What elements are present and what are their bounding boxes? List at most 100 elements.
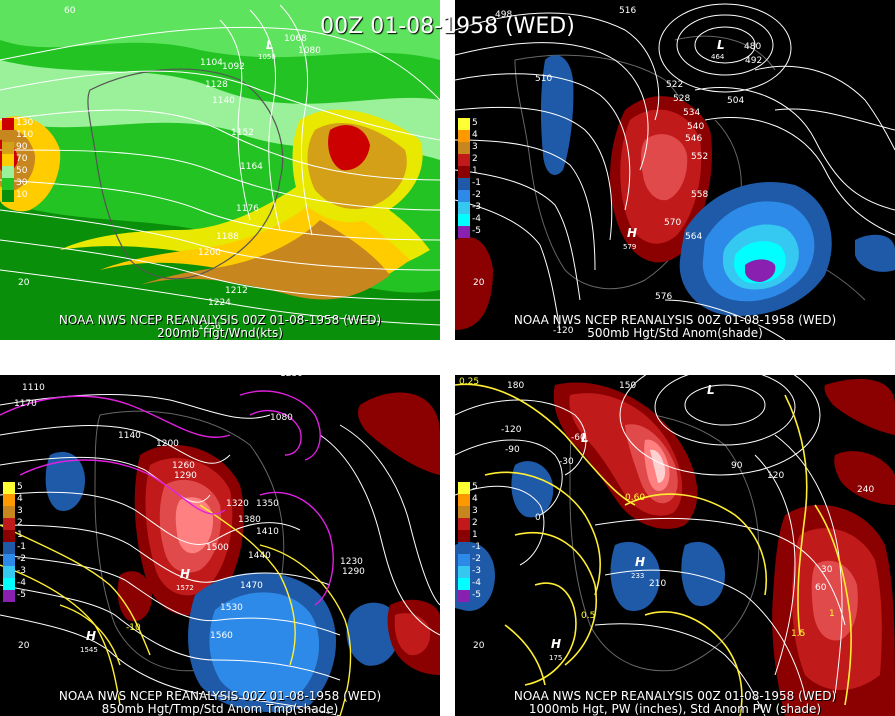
caption-line1: NOAA NWS NCEP REANALYSIS 00Z 01-08-1958 … (513, 689, 837, 703)
panel-caption: NOAA NWS NCEP REANALYSIS 00Z 01-08-1958 … (0, 690, 440, 716)
contour-label: 1440 (248, 551, 271, 561)
legend-label: -4 (472, 578, 481, 588)
contour-label: 546 (685, 134, 703, 144)
legend-label: -1 (17, 542, 26, 552)
low-value: 1058 (258, 53, 276, 61)
legend-label: -3 (17, 566, 26, 576)
contour-label: 1110 (22, 383, 45, 393)
legend-label: 90 (16, 142, 28, 152)
contour-label: -60 (571, 433, 586, 443)
caption-line1: NOAA NWS NCEP REANALYSIS 00Z 01-08-1958 … (58, 313, 382, 327)
contour-label: 1140 (212, 96, 235, 106)
low-marker: L (717, 38, 725, 52)
contour-label: -120 (501, 425, 522, 435)
panel-1000mb-pw: 5 4 3 2 1 -1 -2 -3 -4 -5 L L H 233 H 175… (455, 375, 895, 716)
contour-label: 1350 (256, 499, 279, 509)
legend-label: 4 (472, 494, 478, 504)
contour-label: 60 (815, 583, 827, 593)
contour-label: 1410 (256, 527, 279, 537)
map-200mb (0, 0, 440, 340)
caption-line1: NOAA NWS NCEP REANALYSIS 00Z 01-08-1958 … (58, 689, 382, 703)
legend-label: 5 (472, 118, 478, 128)
legend-label: 1 (472, 166, 478, 176)
contour-label: 1176 (236, 204, 259, 214)
contour-label: -90 (505, 445, 520, 455)
contour-label: 150 (619, 381, 637, 391)
legend-label: -4 (17, 578, 26, 588)
legend-anom: 5 4 3 2 1 -1 -2 -3 -4 -5 (458, 482, 481, 602)
contour-label: 1260 (172, 461, 195, 471)
contour-label: 90 (731, 461, 743, 471)
contour-label: 1200 (198, 248, 221, 258)
high-value: 579 (623, 243, 637, 251)
contour-label: 30 (821, 565, 833, 575)
contour-label: 1188 (216, 232, 239, 242)
contour-label: 480 (744, 42, 762, 52)
contour-label: 1230 (280, 375, 303, 379)
edge-label: -10 (126, 623, 141, 633)
map-title: 00Z 01-08-1958 (WED) (320, 14, 575, 39)
legend-label: 10 (16, 190, 28, 200)
panel-caption: NOAA NWS NCEP REANALYSIS 00Z 01-08-1958 … (0, 314, 440, 340)
contour-label: 1224 (208, 298, 231, 308)
contour-label: 180 (507, 381, 525, 391)
legend-label: -1 (472, 178, 481, 188)
contour-label: 0 (535, 513, 541, 523)
high-value: 1572 (176, 584, 194, 592)
contour-label: 1560 (210, 631, 233, 641)
edge-label: -120 (553, 326, 574, 336)
contour-label: 0.60 (625, 493, 646, 503)
contour-label: 1 (829, 609, 835, 619)
legend-label: 30 (16, 178, 28, 188)
contour-label: 510 (535, 74, 553, 84)
panel-200mb-wind: 130 110 90 70 50 30 10 L 1058 1068 1080 … (0, 0, 440, 340)
high-marker: H (635, 555, 646, 569)
legend-label: -1 (472, 542, 481, 552)
map-1000mb (455, 375, 895, 716)
contour-label: 1152 (231, 128, 254, 138)
caption-line2: 200mb Hgt/Wnd(kts) (157, 326, 283, 340)
contour-label: 1080 (298, 46, 321, 56)
legend-label: -5 (472, 590, 481, 600)
legend-label: -4 (472, 214, 481, 224)
contour-label: 210 (649, 579, 667, 589)
caption-line1: NOAA NWS NCEP REANALYSIS 00Z 01-08-1958 … (513, 313, 837, 327)
edge-label: 20 (18, 641, 30, 651)
legend-label: 70 (16, 154, 28, 164)
legend-label: 4 (472, 130, 478, 140)
legend-label: -3 (472, 202, 481, 212)
contour-label: 540 (687, 122, 705, 132)
contour-label: 1380 (238, 515, 261, 525)
edge-label: 20 (473, 641, 485, 651)
contour-label: 1068 (284, 34, 307, 44)
contour-label: 552 (691, 152, 709, 162)
contour-label: 1320 (226, 499, 249, 509)
edge-label: 60 (64, 6, 76, 16)
contour-label: 1500 (206, 543, 229, 553)
panel-500mb: 5 4 3 2 1 -1 -2 -3 -4 -5 L 464 H 579 516… (455, 0, 895, 340)
contour-label: 564 (685, 232, 703, 242)
panel-850mb: 5 4 3 2 1 -1 -2 -3 -4 -5 H 1572 H 1545 1… (0, 375, 440, 716)
legend-label: 4 (17, 494, 23, 504)
contour-label: 570 (664, 218, 682, 228)
legend-label: 3 (472, 142, 478, 152)
contour-label: 1530 (220, 603, 243, 613)
legend-label: -2 (472, 190, 481, 200)
contour-label: 1092 (222, 62, 245, 72)
contour-label: 1470 (240, 581, 263, 591)
legend-label: -5 (472, 226, 481, 236)
caption-line2: 500mb Hgt/Std Anom(shade) (587, 326, 763, 340)
high-value: 1545 (80, 646, 98, 654)
legend-anom: 5 4 3 2 1 -1 -2 -3 -4 -5 (3, 482, 26, 602)
contour-label: 0.25 (459, 377, 480, 387)
edge-label: 20 (473, 278, 485, 288)
map-500mb (455, 0, 895, 340)
contour-label: 576 (655, 292, 673, 302)
legend-label: 2 (472, 518, 478, 528)
contour-label: 504 (727, 96, 745, 106)
legend-label: 3 (17, 506, 23, 516)
contour-label: 1290 (174, 471, 197, 481)
low-marker: L (581, 431, 589, 445)
high-value: 233 (631, 572, 645, 580)
high-marker: H (627, 226, 638, 240)
